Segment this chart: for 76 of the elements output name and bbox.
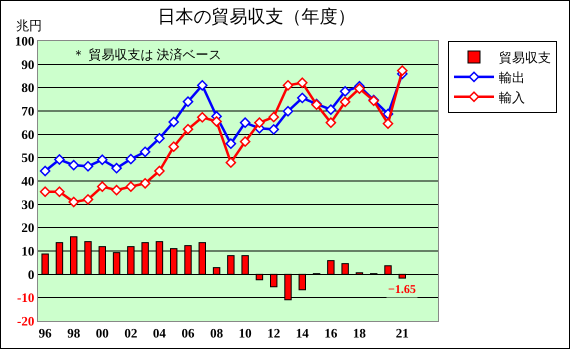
annotation: −1.65 [388,282,416,296]
x-tick-label: 21 [396,326,409,341]
point [211,116,222,127]
point [240,136,250,147]
annotation: ＊ 貿易収支は 決済ベース [72,47,222,62]
point [396,65,408,76]
legend-label: 貿易収支 [499,50,551,66]
point [226,138,236,149]
point [296,92,308,104]
point [168,116,180,128]
point [96,154,108,166]
point [168,141,180,152]
x-tick-label: 16 [324,326,338,341]
point [82,161,94,172]
point [126,181,136,192]
x-tick-label: 10 [238,326,252,341]
point [140,178,150,189]
x-tick-label: 98 [67,326,81,341]
point [111,184,122,196]
y-tick-label: 10 [21,244,34,259]
x-tick-label: 04 [152,326,166,341]
y-tick-label: 70 [21,104,34,119]
point [96,181,108,192]
point [296,77,308,88]
point [254,117,265,128]
y-tick-label: 90 [21,56,34,72]
point [326,104,336,115]
x-tick-label: 12 [267,326,280,341]
y-tick-label: 40 [21,174,34,189]
y-tick-label: 100 [14,34,34,49]
point [268,124,280,135]
y-tick-label: -10 [17,290,34,306]
point [182,124,194,134]
y-tick-label: 50 [21,150,34,166]
point [40,186,50,198]
point [340,96,350,108]
chart-title: 日本の貿易収支（年度） [158,6,356,26]
x-tick-label: 00 [96,326,109,341]
y-tick-label: 20 [21,220,34,236]
y-axis-title: 兆円 [16,18,42,33]
point [282,80,294,91]
point [40,166,50,176]
point [354,83,365,94]
y-tick-label: -20 [17,314,34,329]
point [196,80,208,91]
point [226,157,236,168]
x-tick-label: 96 [38,326,52,341]
y-tick-label: 30 [21,196,34,212]
legend-label: 輸出 [499,70,525,85]
point [68,160,80,170]
point [326,117,336,128]
point [68,196,80,208]
point [282,106,294,117]
legend-label: 輸入 [499,90,525,105]
y-tick-label: 0 [28,266,34,282]
y-tick-label: 60 [21,126,34,142]
point [154,133,165,144]
point [340,86,350,97]
x-tick-label: 06 [182,326,195,341]
point [54,154,65,165]
point [54,186,65,198]
point [82,194,94,205]
point [154,166,165,176]
point [240,117,250,128]
x-tick-label: 18 [352,326,366,341]
point [382,118,394,129]
point [140,146,150,158]
y-tick-label: 80 [21,80,34,96]
x-tick-label: 02 [124,326,138,341]
x-tick-label: 14 [296,326,310,341]
point [196,112,208,123]
point [182,96,194,107]
point [268,112,280,122]
point [111,162,122,174]
x-tick-label: 08 [210,326,224,341]
point [126,154,136,164]
